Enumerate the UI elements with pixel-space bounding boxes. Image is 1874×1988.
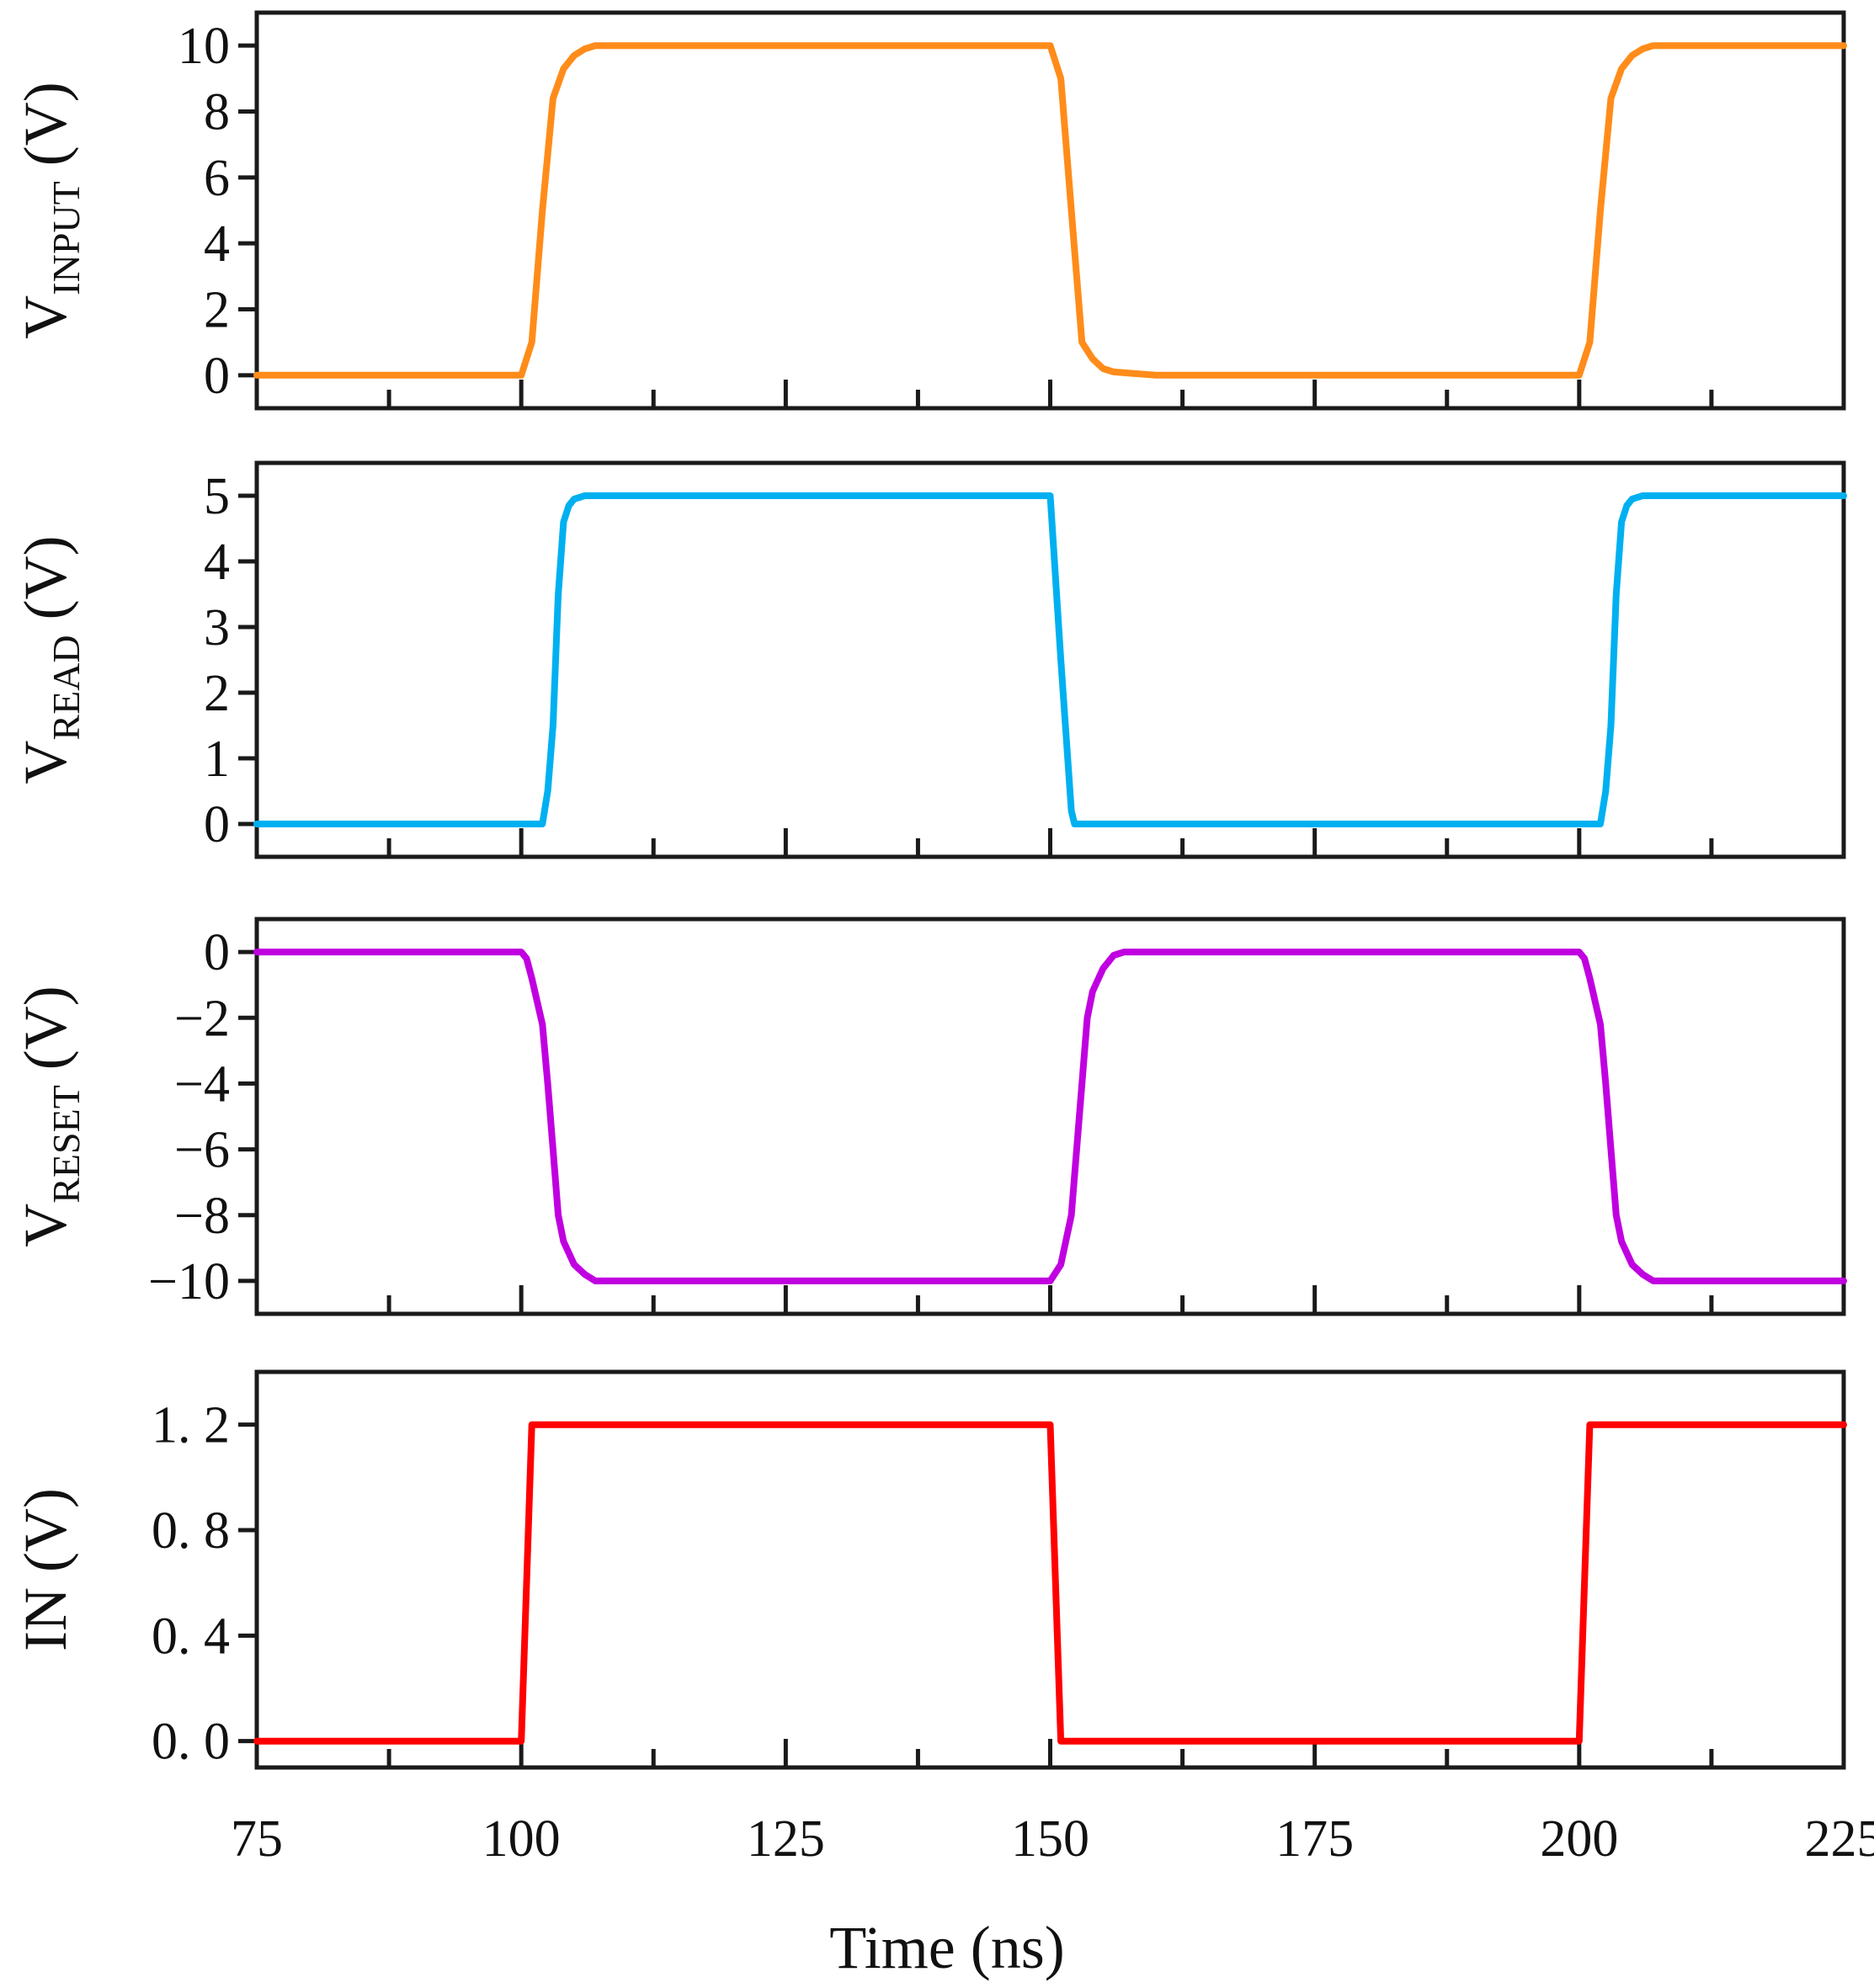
y-axis-label-main: V	[12, 741, 79, 784]
x-tick-label: 225	[1805, 1810, 1874, 1868]
y-tick-label: 4	[204, 215, 230, 273]
y-tick-label: 2	[204, 665, 230, 722]
y-axis-label-unit: (V)	[12, 535, 79, 635]
y-axis-label-unit: (V)	[12, 82, 79, 181]
plot-frame	[254, 10, 1846, 411]
y-tick-label: 0. 0	[152, 1714, 230, 1771]
y-tick-label: 0. 8	[152, 1502, 230, 1560]
y-axis-label-unit: (V)	[12, 1488, 79, 1587]
panel-1: 0 2 4 6 8 10 VINPUT (V)	[12, 10, 1847, 411]
y-tick-label: 8	[204, 84, 230, 141]
y-tick-label: 6	[204, 150, 230, 207]
y-tick-label: 3	[204, 599, 230, 656]
panel-3: 0 −2 −4 −6 −8 −10 VRESET (V)	[12, 917, 1847, 1316]
x-tick-label: 175	[1275, 1810, 1354, 1868]
y-tick-label: 4	[204, 534, 230, 591]
y-axis-label-main: V	[12, 1204, 79, 1247]
x-tick-label: 100	[482, 1810, 561, 1868]
series-line-v-read	[253, 492, 1847, 827]
x-tick-label: 150	[1011, 1810, 1089, 1868]
y-tick-label: −8	[174, 1188, 230, 1245]
y-tick-label: 1	[204, 731, 230, 788]
y-tick-label: −10	[148, 1253, 230, 1310]
y-tick-label: 0. 4	[152, 1608, 230, 1665]
y-axis-label-main: V	[12, 295, 79, 339]
series-line-v-reset	[253, 949, 1847, 1284]
y-tick-label: −6	[174, 1122, 230, 1179]
y-tick-label: −4	[174, 1055, 230, 1113]
y-tick-label: −2	[174, 990, 230, 1047]
panel-2: 0 1 2 3 4 5 VREAD (V)	[12, 460, 1847, 859]
y-tick-label: 0	[204, 924, 230, 981]
y-axis-label: IN (V)	[12, 1488, 79, 1651]
y-tick-label: 5	[204, 468, 230, 525]
y-tick-label: 10	[178, 18, 230, 75]
y-axis-label-main: IN	[12, 1587, 79, 1651]
panel-4: 0. 0 0. 4 0. 8 1. 2 IN (V)	[12, 1369, 1847, 1771]
y-axis-label: VRESET (V)	[12, 986, 88, 1247]
y-tick-label: 0	[204, 348, 230, 405]
y-axis-label-subscript: INPUT	[45, 181, 88, 295]
series-line-v-input	[253, 42, 1847, 379]
y-axis-label-subscript: RESET	[45, 1085, 88, 1204]
x-tick-label: 200	[1540, 1810, 1618, 1868]
y-axis-label: VINPUT (V)	[12, 82, 88, 338]
x-tick-label: 125	[747, 1810, 825, 1868]
series-line-in	[253, 1421, 1847, 1745]
y-tick-label: 0	[204, 796, 230, 853]
x-tick-label: 75	[231, 1810, 283, 1868]
x-axis-label: Time (ns)	[829, 1914, 1064, 1981]
y-tick-label: 2	[204, 282, 230, 339]
y-axis-label-subscript: READ	[45, 635, 88, 740]
x-axis: 75 100 125 150 175 200 225	[231, 1810, 1874, 1868]
y-tick-label: 1. 2	[152, 1397, 230, 1454]
y-axis-label: VREAD (V)	[12, 535, 88, 784]
y-axis-label-unit: (V)	[12, 986, 79, 1085]
